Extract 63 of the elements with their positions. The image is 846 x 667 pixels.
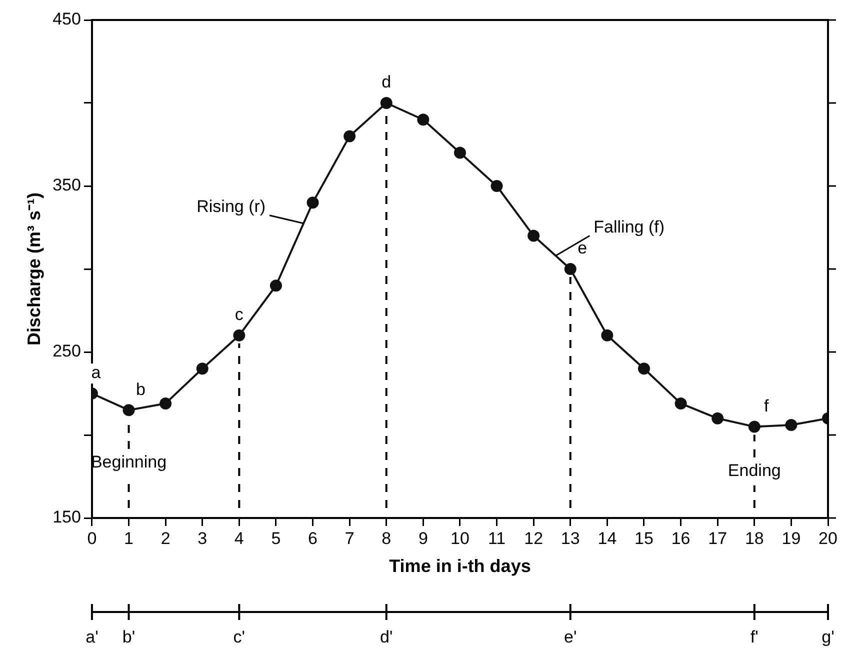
point	[601, 329, 614, 342]
x-tick-label: 16	[671, 528, 690, 548]
annotation: d'	[380, 628, 393, 647]
x-tick-label: 1	[124, 528, 134, 548]
annotation: Falling (f)	[594, 217, 665, 236]
x-tick-label: 11	[488, 528, 506, 548]
y-tick-label: 350	[52, 176, 81, 195]
annotation: d	[382, 72, 392, 92]
annotation: f'	[750, 628, 758, 647]
point	[490, 180, 503, 192]
point	[748, 420, 760, 433]
x-tick-label: 7	[344, 528, 354, 548]
ref-line-label: Ending	[728, 461, 781, 480]
point	[785, 419, 798, 432]
x-tick-label: 19	[782, 528, 801, 548]
x-axis-title: Time in i-th days	[389, 556, 531, 576]
y-tick-label: 450	[52, 10, 81, 29]
point	[380, 97, 392, 109]
x-tick-label: 15	[634, 528, 654, 548]
x-tick-label: 10	[450, 528, 470, 548]
x-tick-label: 12	[524, 528, 544, 548]
annotation: g'	[822, 628, 834, 647]
point	[306, 196, 319, 209]
x-tick-label: 5	[271, 528, 281, 548]
point	[122, 404, 135, 416]
point	[160, 397, 172, 410]
x-tick-label: 2	[160, 528, 170, 548]
y-tick-label: 250	[52, 342, 81, 361]
point	[674, 397, 687, 410]
x-tick-label: 4	[234, 528, 244, 548]
annotation: c	[234, 305, 244, 324]
point	[528, 230, 540, 242]
x-tick-label: 3	[198, 528, 208, 548]
x-tick-label: 0	[87, 528, 97, 548]
point	[233, 329, 246, 342]
x-tick-label: 14	[598, 528, 617, 548]
annotation: Rising (r)	[196, 197, 266, 216]
x-tick-label: 13	[560, 528, 580, 548]
point	[344, 130, 356, 142]
x-tick-label: 18	[744, 528, 764, 548]
y-tick-label: 150	[52, 508, 81, 527]
annotation: e	[578, 238, 588, 258]
annotation: a'	[86, 628, 98, 647]
point	[564, 263, 576, 275]
point	[196, 362, 208, 375]
point	[417, 114, 430, 126]
annotation: b'	[122, 628, 136, 647]
point	[270, 280, 282, 292]
annotation: a	[91, 363, 102, 382]
point	[712, 412, 724, 424]
ref-line-label: Beginning	[90, 452, 167, 472]
point	[638, 362, 650, 375]
x-tick-label: 8	[382, 528, 392, 548]
x-tick-label: 6	[308, 528, 318, 548]
x-tick-label: 20	[818, 528, 838, 548]
x-tick-label: 9	[418, 528, 428, 548]
annotation: e'	[564, 628, 577, 647]
y-axis-title: Discharge (m³ s⁻¹)	[24, 192, 44, 346]
annotation: b	[136, 380, 146, 399]
annotation: c'	[233, 628, 246, 647]
point	[454, 146, 466, 159]
annotation: f	[764, 396, 770, 416]
x-tick-label: 17	[708, 528, 728, 548]
